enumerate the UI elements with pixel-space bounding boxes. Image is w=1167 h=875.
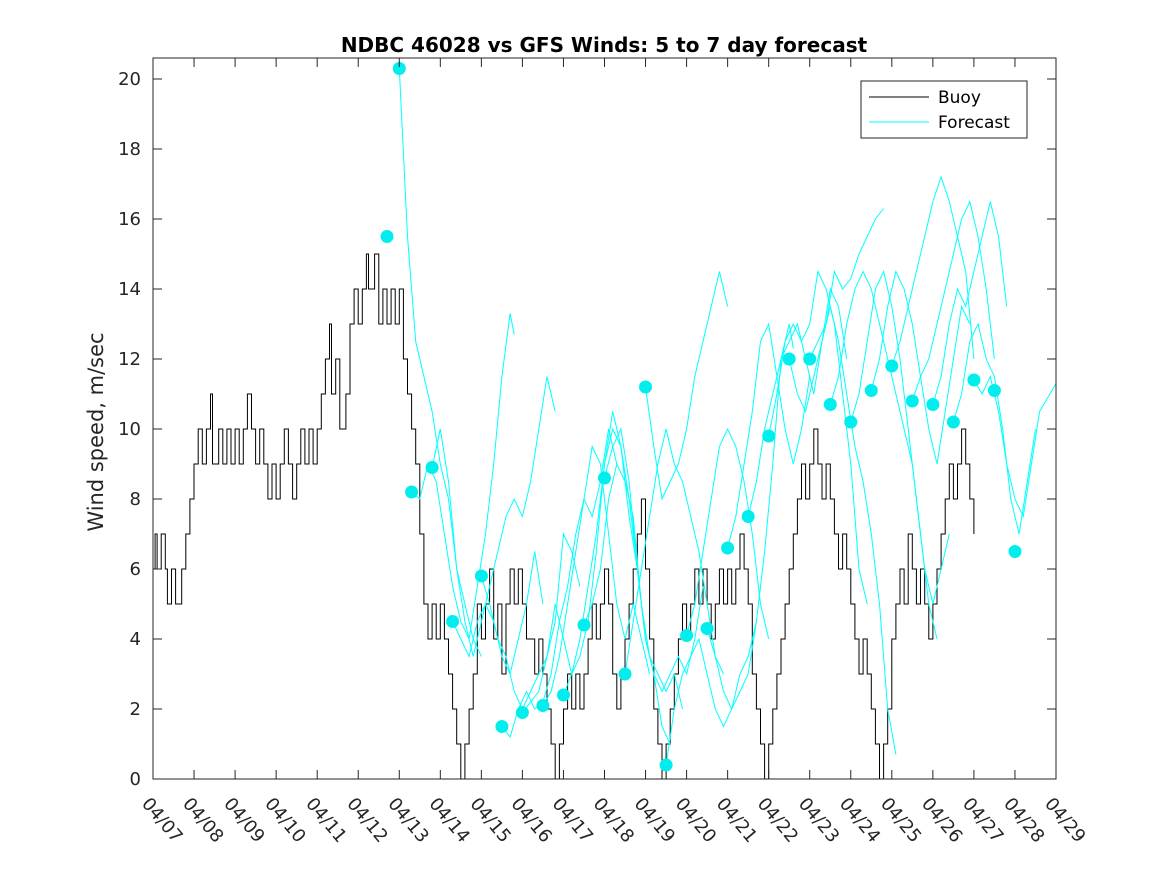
forecast-start-marker-32 [1008,545,1022,558]
forecast-run-line-10 [583,462,683,710]
forecast-run-line-21 [809,208,884,360]
buoy-series-line [153,253,975,780]
legend-forecast-label: Forecast [938,113,1010,133]
forecast-run-line-19 [768,269,868,605]
y-tick-label: 8 [130,489,141,510]
series-layer [153,62,1057,780]
forecast-run-line-25 [891,175,975,367]
forecast-run-line-13 [645,271,729,501]
forecast-run-line-12 [624,428,724,675]
y-axis-label: Wind speed, m/sec [84,332,108,531]
forecast-run-line-17 [727,322,811,549]
forecast-start-marker-10 [557,688,570,702]
y-tick-label: 20 [118,69,141,90]
forecast-start-marker-16 [680,629,694,642]
forecast-run-line-8 [542,444,651,706]
forecast-start-marker-23 [823,398,837,411]
y-tick-label: 4 [130,629,141,650]
forecast-start-marker-4 [425,461,439,474]
forecast-start-marker-3 [405,485,419,499]
forecast-run-line-14 [665,621,757,766]
forecast-start-marker-5 [446,615,460,628]
y-tick-label: 16 [118,209,141,230]
plot-area [153,58,1056,779]
forecast-run-line-1 [398,68,482,657]
forecast-run-line-23 [850,269,950,605]
y-tick-label: 14 [118,279,141,300]
forecast-start-marker-6 [474,569,488,583]
forecast-run-line-3 [431,376,556,657]
forecast-start-marker-8 [515,706,529,719]
forecast-run-line-18 [747,287,848,517]
forecast-start-marker-17 [700,622,714,635]
forecast-start-marker-20 [762,429,776,443]
forecast-start-marker-2 [380,230,394,243]
y-tick-label: 6 [130,559,141,580]
forecast-start-marker-7 [495,720,509,733]
y-tick-label: 10 [118,419,141,440]
forecast-start-marker-27 [905,394,919,408]
forecast-run-line-5 [480,532,581,711]
forecast-start-marker-22 [803,352,817,366]
forecast-start-marker-11 [577,618,591,632]
forecast-run-line-26 [911,199,995,402]
forecast-run-line-11 [604,427,704,693]
forecast-run-line-20 [788,306,897,755]
legend: Buoy Forecast [860,80,1028,139]
legend-buoy-label: Buoy [938,88,981,108]
forecast-start-marker-28 [926,398,940,411]
forecast-start-marker-25 [864,384,878,397]
forecast-start-marker-12 [598,471,611,485]
forecast-start-marker-24 [844,415,858,429]
forecast-start-marker-1 [392,62,406,75]
y-tick-label: 12 [118,349,141,370]
forecast-run-line-28 [952,322,1036,535]
forecast-start-marker-26 [885,359,899,373]
forecast-run-line-27 [932,201,1008,405]
forecast-start-marker-13 [618,667,632,681]
forecast-start-marker-19 [741,510,755,523]
y-tick-label: 0 [130,769,141,790]
y-tick-label: 18 [118,139,141,160]
forecast-run-line-7 [522,427,638,713]
forecast-start-marker-29 [946,415,960,429]
axes-layer [152,57,1057,780]
forecast-start-marker-9 [536,699,550,712]
legend-box [860,80,1028,139]
forecast-run-line-29 [973,374,1057,519]
forecast-start-marker-18 [721,541,735,555]
forecast-start-marker-14 [639,380,652,394]
y-tick-label: 2 [130,699,141,720]
forecast-run-line-16 [706,323,794,711]
forecast-start-marker-15 [659,758,673,772]
forecast-run-line-15 [686,427,770,640]
forecast-start-marker-30 [967,373,981,387]
forecast-start-marker-31 [987,384,1001,397]
chart-title: NDBC 46028 vs GFS Winds: 5 to 7 day fore… [341,33,868,57]
forecast-start-marker-21 [782,352,796,366]
